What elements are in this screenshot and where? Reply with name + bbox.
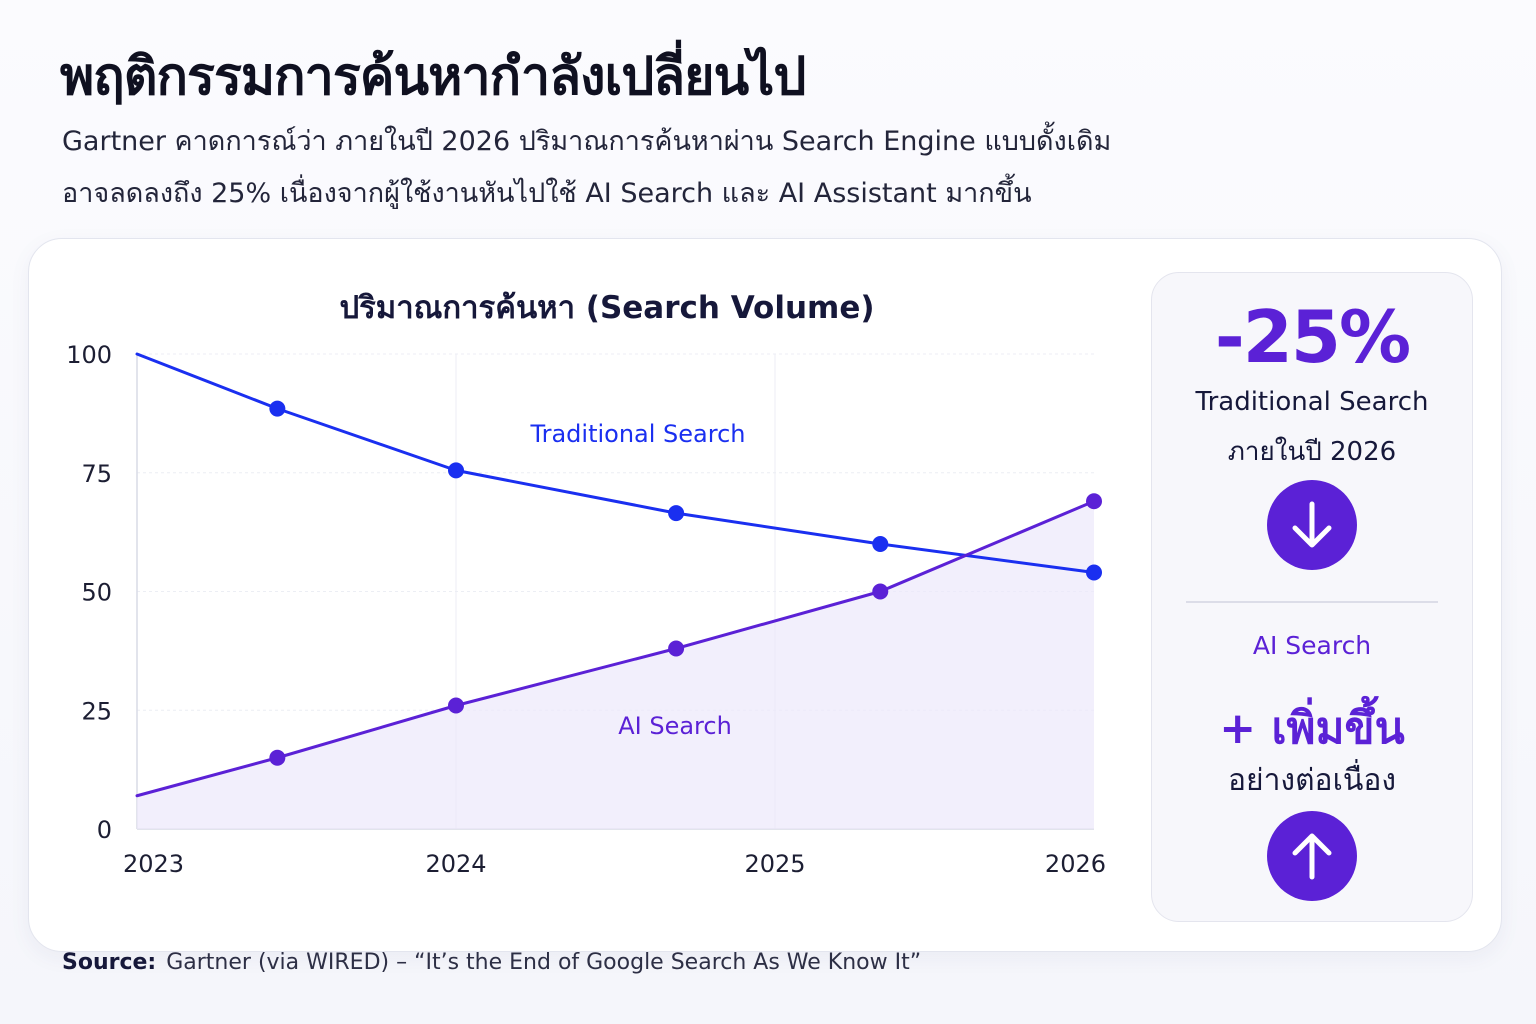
ai-increase-desc: อย่างต่อเนื่อง (1227, 763, 1397, 798)
x-tick-label: 2024 (425, 850, 486, 878)
y-tick-label: 75 (81, 460, 112, 488)
x-tick-label: 2025 (744, 850, 805, 878)
chart-title: ปริมาณการค้นหา (Search Volume) (339, 290, 875, 326)
ai-search-point (1086, 493, 1102, 510)
x-tick-label: 2026 (1045, 850, 1106, 878)
traditional-search-period: ภายในปี 2026 (1227, 437, 1397, 467)
traditional-search-series-label: Traditional Search (529, 420, 745, 448)
line-chart: 0 25 50 75 100 2023 2024 2025 2026 Traditional Se… (66, 341, 1106, 878)
decline-value: -25% (1214, 295, 1411, 379)
ai-search-line (135, 499, 1096, 798)
traditional-search-point (872, 536, 889, 552)
arrow-up-icon (1267, 811, 1357, 901)
y-tick-label: 50 (81, 579, 112, 607)
ai-search-point (269, 749, 286, 766)
ai-search-series-label: AI Search (618, 712, 732, 740)
page-subtitle: Gartner คาดการณ์ว่า ภายในปี 2026 ปริมาณก… (62, 116, 1242, 220)
y-tick-label: 0 (97, 816, 112, 844)
traditional-search-point (1086, 564, 1102, 581)
summary-panel: -25% Traditional Search ภายในปี 2026 AI … (1151, 272, 1473, 922)
ai-search-point (668, 640, 685, 657)
y-tick-label: 25 (81, 697, 112, 725)
x-tick-label: 2023 (123, 850, 184, 878)
panel-divider (1186, 601, 1438, 603)
traditional-search-point (269, 400, 286, 417)
ai-search-label: AI Search (1252, 631, 1372, 660)
traditional-search-line (135, 352, 1096, 574)
subtitle-line-1: Gartner คาดการณ์ว่า ภายในปี 2026 ปริมาณก… (62, 126, 1112, 157)
y-tick-label: 100 (66, 341, 112, 369)
ai-increase-value: + เพิ่มขึ้น (1219, 703, 1405, 754)
page-title: พฤติกรรมการค้นหากำลังเปลี่ยนไป (60, 47, 806, 107)
traditional-search-point (448, 462, 464, 479)
arrow-down-icon (1267, 480, 1357, 570)
source-label: Source: (62, 950, 157, 975)
ai-search-point (448, 697, 464, 714)
traditional-search-point (668, 505, 685, 522)
source-text: Gartner (via WIRED) – “It’s the End of G… (166, 950, 922, 975)
traditional-search-label: Traditional Search (1195, 387, 1429, 417)
source-note: Source: Gartner (via WIRED) – “It’s the E… (62, 950, 921, 975)
subtitle-line-2: อาจลดลงถึง 25% เนื่องจากผู้ใช้งานหันไปใช… (62, 178, 1032, 209)
ai-search-point (872, 583, 889, 600)
